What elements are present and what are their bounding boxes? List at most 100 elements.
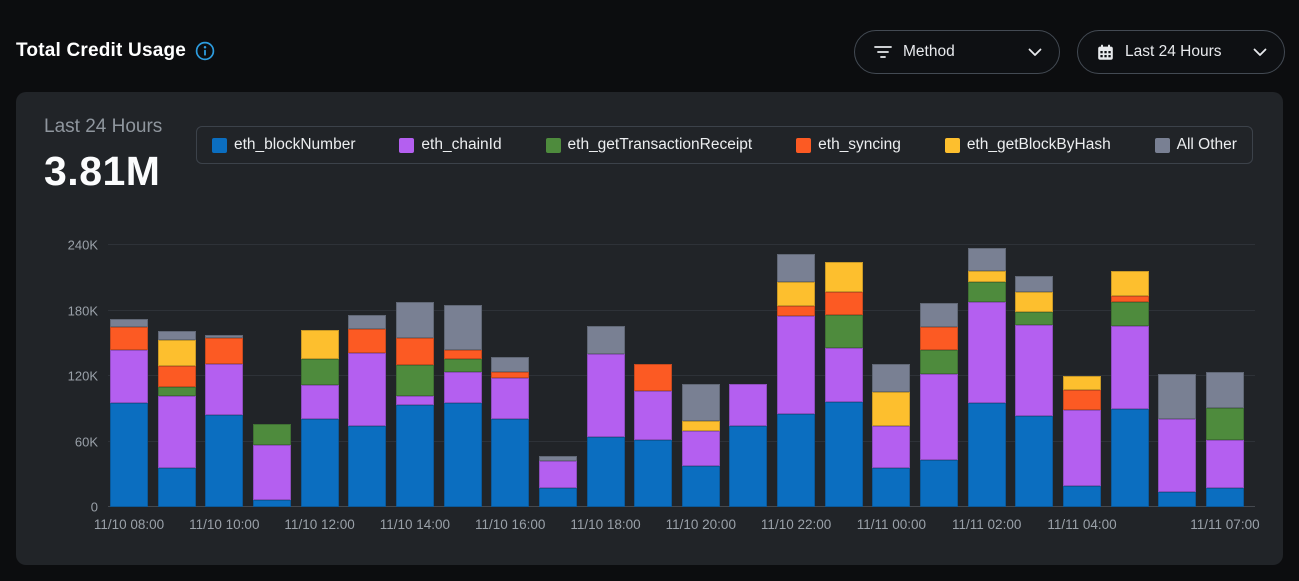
bar-11-11-07-00[interactable] [1205, 371, 1244, 507]
bar-segment-all-other[interactable] [777, 253, 816, 283]
bar-segment-all-other[interactable] [205, 334, 244, 338]
bar-11-11-03-00[interactable] [1015, 275, 1054, 507]
bar-11-11-04-00[interactable] [1063, 376, 1101, 507]
bar-segment-eth_blocknumber[interactable] [157, 467, 196, 507]
bar-segment-eth_chainid[interactable] [634, 391, 673, 441]
bar-segment-eth_blocknumber[interactable] [395, 405, 434, 507]
bar-segment-eth_gettransactionreceipt[interactable] [443, 358, 482, 372]
bar-segment-all-other[interactable] [110, 319, 148, 327]
bar-segment-eth_chainid[interactable] [1110, 325, 1149, 409]
bar-segment-all-other[interactable] [586, 325, 625, 355]
bar-11-11-01-00[interactable] [920, 302, 959, 507]
bar-segment-all-other[interactable] [538, 455, 577, 462]
bar-segment-eth_blocknumber[interactable] [729, 426, 768, 507]
bar-segment-all-other[interactable] [157, 331, 196, 341]
legend-item-eth_blocknumber[interactable]: eth_blockNumber [212, 136, 355, 154]
bar-11-10-15-00[interactable] [443, 305, 482, 507]
bar-segment-eth_chainid[interactable] [300, 384, 339, 419]
bar-segment-eth_gettransactionreceipt[interactable] [252, 424, 291, 445]
bar-segment-eth_blocknumber[interactable] [1110, 408, 1149, 507]
bar-segment-all-other[interactable] [967, 248, 1006, 272]
bar-segment-eth_blocknumber[interactable] [252, 500, 291, 507]
bar-segment-all-other[interactable] [491, 357, 530, 372]
bar-segment-eth_gettransactionreceipt[interactable] [1015, 311, 1054, 325]
bar-segment-eth_blocknumber[interactable] [586, 437, 625, 507]
bar-segment-eth_blocknumber[interactable] [967, 403, 1006, 507]
bar-segment-eth_blocknumber[interactable] [1158, 491, 1197, 507]
bar-segment-eth_chainid[interactable] [872, 426, 911, 468]
bar-11-10-16-00[interactable] [491, 357, 530, 507]
bar-segment-all-other[interactable] [872, 364, 911, 393]
bar-segment-eth_chainid[interactable] [967, 301, 1006, 404]
legend-item-eth_getblockbyhash[interactable]: eth_getBlockByHash [944, 136, 1111, 154]
bar-segment-eth_chainid[interactable] [777, 315, 816, 415]
bar-11-10-11-00[interactable] [252, 424, 291, 507]
bar-segment-eth_syncing[interactable] [824, 291, 863, 315]
bar-segment-eth_chainid[interactable] [1158, 418, 1197, 492]
bar-segment-eth_syncing[interactable] [395, 337, 434, 366]
bar-segment-eth_chainid[interactable] [729, 383, 768, 427]
bar-segment-eth_syncing[interactable] [1063, 390, 1101, 410]
bar-segment-eth_gettransactionreceipt[interactable] [1205, 407, 1244, 441]
bar-segment-eth_gettransactionreceipt[interactable] [300, 358, 339, 385]
legend-item-eth_syncing[interactable]: eth_syncing [796, 136, 901, 154]
bar-segment-eth_syncing[interactable] [205, 337, 244, 365]
bar-segment-eth_blocknumber[interactable] [491, 418, 530, 507]
bar-11-10-20-00[interactable] [681, 383, 720, 507]
bar-11-10-21-00[interactable] [729, 383, 768, 507]
bar-segment-eth_getblockbyhash[interactable] [872, 392, 911, 427]
bar-segment-eth_syncing[interactable] [110, 326, 148, 350]
bar-11-10-13-00[interactable] [348, 314, 387, 507]
bar-segment-eth_chainid[interactable] [348, 353, 387, 427]
bar-segment-eth_gettransactionreceipt[interactable] [1110, 301, 1149, 326]
method-filter-dropdown[interactable]: Method [854, 30, 1060, 74]
bar-segment-eth_getblockbyhash[interactable] [967, 271, 1006, 283]
bar-segment-eth_syncing[interactable] [443, 349, 482, 359]
info-icon[interactable] [195, 41, 215, 61]
bar-segment-eth_chainid[interactable] [681, 430, 720, 466]
bar-segment-all-other[interactable] [920, 302, 959, 327]
bar-11-10-17-00[interactable] [538, 455, 577, 507]
bar-segment-all-other[interactable] [395, 301, 434, 338]
bar-segment-eth_blocknumber[interactable] [1205, 488, 1244, 507]
bar-segment-eth_blocknumber[interactable] [920, 460, 959, 507]
bar-segment-all-other[interactable] [1015, 275, 1054, 292]
bar-segment-eth_gettransactionreceipt[interactable] [967, 282, 1006, 302]
bar-segment-eth_getblockbyhash[interactable] [824, 262, 863, 292]
bar-segment-eth_chainid[interactable] [1015, 324, 1054, 417]
bar-segment-eth_getblockbyhash[interactable] [1110, 271, 1149, 297]
bar-segment-eth_gettransactionreceipt[interactable] [920, 349, 959, 374]
bar-11-11-05-00[interactable] [1110, 271, 1149, 507]
bar-segment-all-other[interactable] [681, 383, 720, 421]
bar-segment-eth_blocknumber[interactable] [538, 488, 577, 507]
bar-11-11-02-00[interactable] [967, 248, 1006, 507]
bar-segment-eth_getblockbyhash[interactable] [1063, 376, 1101, 391]
bar-11-10-09-00[interactable] [157, 331, 196, 507]
bar-segment-all-other[interactable] [1205, 371, 1244, 408]
bar-segment-eth_blocknumber[interactable] [300, 418, 339, 507]
bar-11-10-08-00[interactable] [110, 319, 148, 507]
bar-segment-eth_syncing[interactable] [1110, 296, 1149, 302]
bar-segment-eth_gettransactionreceipt[interactable] [395, 365, 434, 396]
bar-segment-eth_blocknumber[interactable] [777, 414, 816, 507]
bar-segment-eth_syncing[interactable] [634, 364, 673, 392]
bar-segment-eth_syncing[interactable] [777, 306, 816, 316]
bar-segment-eth_chainid[interactable] [824, 347, 863, 403]
bar-segment-eth_blocknumber[interactable] [1063, 486, 1101, 507]
bar-segment-all-other[interactable] [1158, 373, 1197, 419]
bar-segment-eth_chainid[interactable] [920, 373, 959, 461]
bar-segment-eth_getblockbyhash[interactable] [1015, 291, 1054, 312]
bar-segment-all-other[interactable] [443, 305, 482, 350]
bar-11-11-00-00[interactable] [872, 364, 911, 507]
bar-segment-eth_chainid[interactable] [157, 395, 196, 468]
date-range-dropdown[interactable]: Last 24 Hours [1077, 30, 1285, 74]
bar-segment-eth_getblockbyhash[interactable] [777, 282, 816, 307]
bar-segment-eth_chainid[interactable] [205, 364, 244, 416]
bar-segment-eth_chainid[interactable] [1063, 409, 1101, 487]
bar-segment-all-other[interactable] [348, 314, 387, 330]
bar-segment-eth_syncing[interactable] [157, 366, 196, 387]
bar-segment-eth_chainid[interactable] [538, 461, 577, 489]
bar-11-10-19-00[interactable] [634, 364, 673, 507]
bar-segment-eth_blocknumber[interactable] [205, 415, 244, 507]
bar-11-10-22-00[interactable] [777, 253, 816, 507]
